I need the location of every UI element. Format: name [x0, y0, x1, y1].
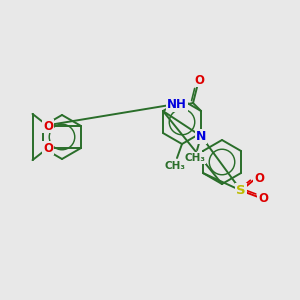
Text: CH₃: CH₃ — [184, 153, 206, 163]
Text: O: O — [194, 74, 204, 86]
Text: N: N — [196, 130, 206, 142]
Text: O: O — [43, 142, 53, 154]
Text: O: O — [254, 172, 264, 185]
Text: NH: NH — [167, 98, 187, 112]
Text: O: O — [43, 119, 53, 133]
Text: S: S — [236, 184, 246, 197]
Text: O: O — [258, 192, 268, 205]
Text: CH₃: CH₃ — [164, 161, 185, 171]
